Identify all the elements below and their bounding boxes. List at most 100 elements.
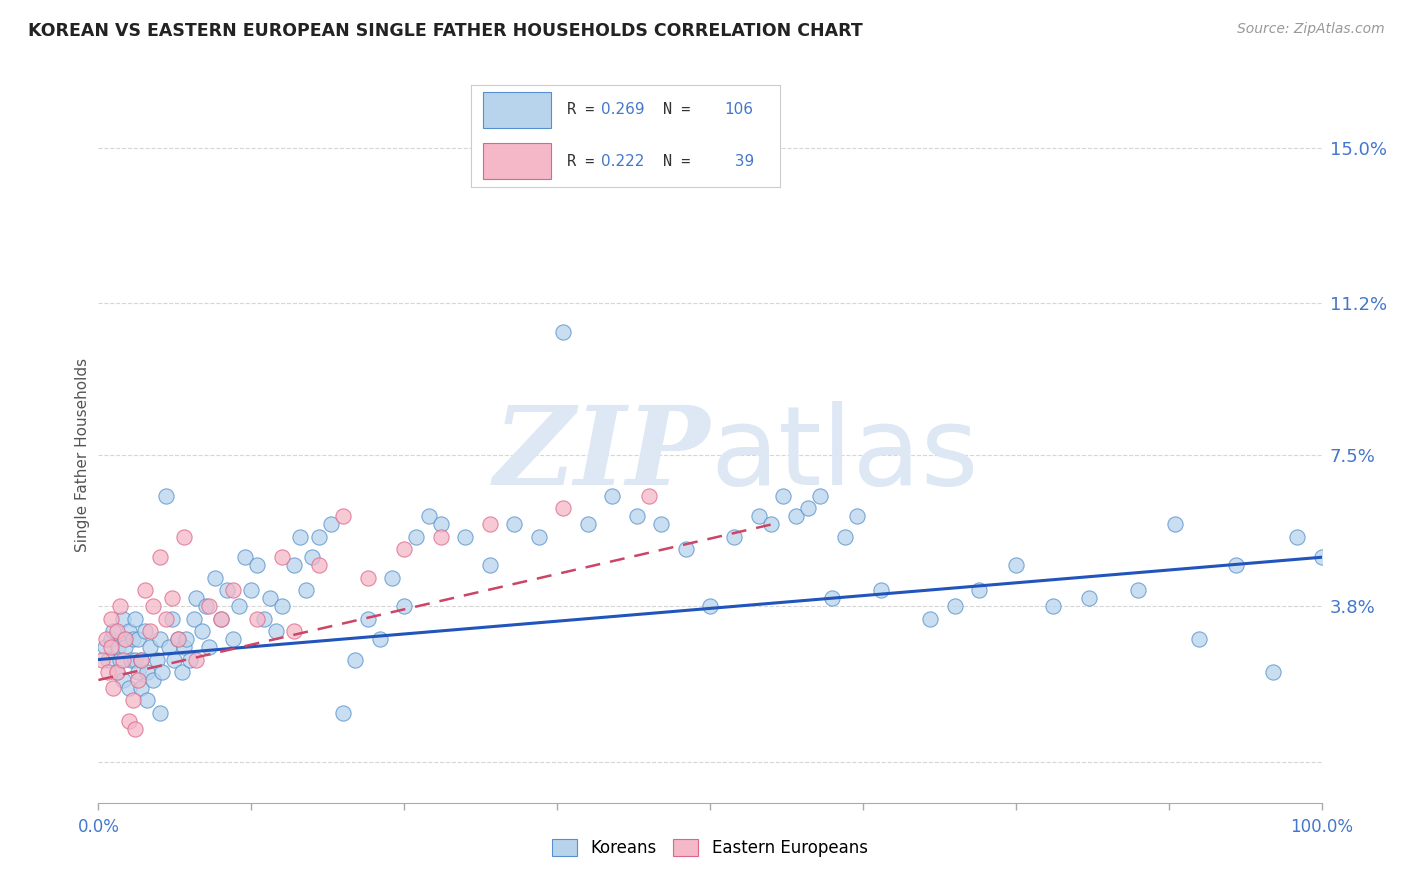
Point	[118, 681, 141, 696]
Text: R =: R =	[567, 153, 603, 169]
Point	[110, 599, 132, 614]
Point	[111, 673, 134, 687]
Bar	[484, 144, 551, 179]
Point	[176, 632, 198, 646]
Point	[870, 582, 893, 597]
Point	[139, 624, 162, 638]
Point	[920, 612, 942, 626]
Point	[332, 509, 354, 524]
Point	[430, 517, 453, 532]
Point	[127, 632, 149, 646]
Point	[834, 530, 856, 544]
Point	[1310, 550, 1333, 565]
Point	[191, 624, 214, 638]
Text: atlas: atlas	[710, 401, 979, 508]
Point	[157, 640, 180, 655]
Point	[283, 624, 305, 638]
Point	[821, 591, 844, 606]
Point	[1188, 632, 1211, 646]
Point	[576, 517, 599, 532]
Point	[454, 530, 477, 544]
Point	[97, 652, 120, 666]
Point	[120, 652, 142, 666]
Point	[129, 652, 152, 666]
Point	[699, 599, 721, 614]
Point	[1164, 517, 1187, 532]
Point	[100, 632, 122, 646]
Point	[124, 722, 146, 736]
Point	[195, 599, 218, 614]
Point	[772, 489, 794, 503]
Point	[626, 509, 648, 524]
Point	[222, 582, 245, 597]
Point	[173, 530, 195, 544]
Point	[1225, 558, 1247, 573]
Point	[748, 509, 770, 524]
Point	[761, 517, 783, 532]
Point	[183, 612, 205, 626]
Point	[142, 599, 165, 614]
Point	[101, 624, 124, 638]
Point	[553, 501, 575, 516]
Point	[252, 612, 274, 626]
Point	[553, 325, 575, 339]
Point	[160, 612, 183, 626]
Point	[283, 558, 305, 573]
Point	[110, 652, 132, 666]
Point	[124, 652, 146, 666]
Point	[124, 612, 146, 626]
Point	[797, 501, 820, 516]
Point	[675, 542, 697, 557]
Point	[332, 706, 354, 720]
Point	[105, 665, 128, 679]
Point	[111, 612, 134, 626]
Point	[105, 665, 128, 679]
Point	[1261, 665, 1284, 679]
Point	[209, 612, 232, 626]
Point	[808, 489, 831, 503]
Point	[93, 640, 115, 655]
Point	[209, 612, 232, 626]
Point	[478, 517, 501, 532]
Point	[121, 632, 143, 646]
Point	[503, 517, 526, 532]
Point	[290, 530, 312, 544]
Point	[344, 652, 367, 666]
Y-axis label: Single Father Households: Single Father Households	[75, 358, 90, 552]
Point	[149, 550, 172, 565]
Point	[114, 632, 136, 646]
Point	[246, 558, 269, 573]
Text: 0.269: 0.269	[600, 103, 644, 118]
Point	[478, 558, 501, 573]
Point	[129, 681, 152, 696]
Text: KOREAN VS EASTERN EUROPEAN SINGLE FATHER HOUSEHOLDS CORRELATION CHART: KOREAN VS EASTERN EUROPEAN SINGLE FATHER…	[28, 22, 863, 40]
Point	[107, 640, 129, 655]
Point	[186, 652, 208, 666]
Point	[308, 558, 330, 573]
Legend: Koreans, Eastern Europeans: Koreans, Eastern Europeans	[546, 832, 875, 864]
Point	[111, 652, 134, 666]
Point	[638, 489, 661, 503]
Point	[149, 706, 172, 720]
Point	[301, 550, 323, 565]
Point	[222, 632, 245, 646]
Point	[197, 599, 219, 614]
Point	[127, 673, 149, 687]
Text: N =: N =	[662, 153, 699, 169]
Point	[105, 624, 128, 638]
Point	[100, 612, 122, 626]
Point	[136, 693, 159, 707]
Point	[215, 582, 238, 597]
Point	[170, 665, 193, 679]
Point	[114, 640, 136, 655]
Point	[118, 714, 141, 728]
Point	[527, 530, 550, 544]
Point	[179, 652, 201, 666]
Point	[136, 665, 159, 679]
Point	[967, 582, 990, 597]
Point	[270, 550, 294, 565]
Point	[240, 582, 263, 597]
Point	[94, 632, 117, 646]
Point	[943, 599, 966, 614]
Point	[1042, 599, 1064, 614]
